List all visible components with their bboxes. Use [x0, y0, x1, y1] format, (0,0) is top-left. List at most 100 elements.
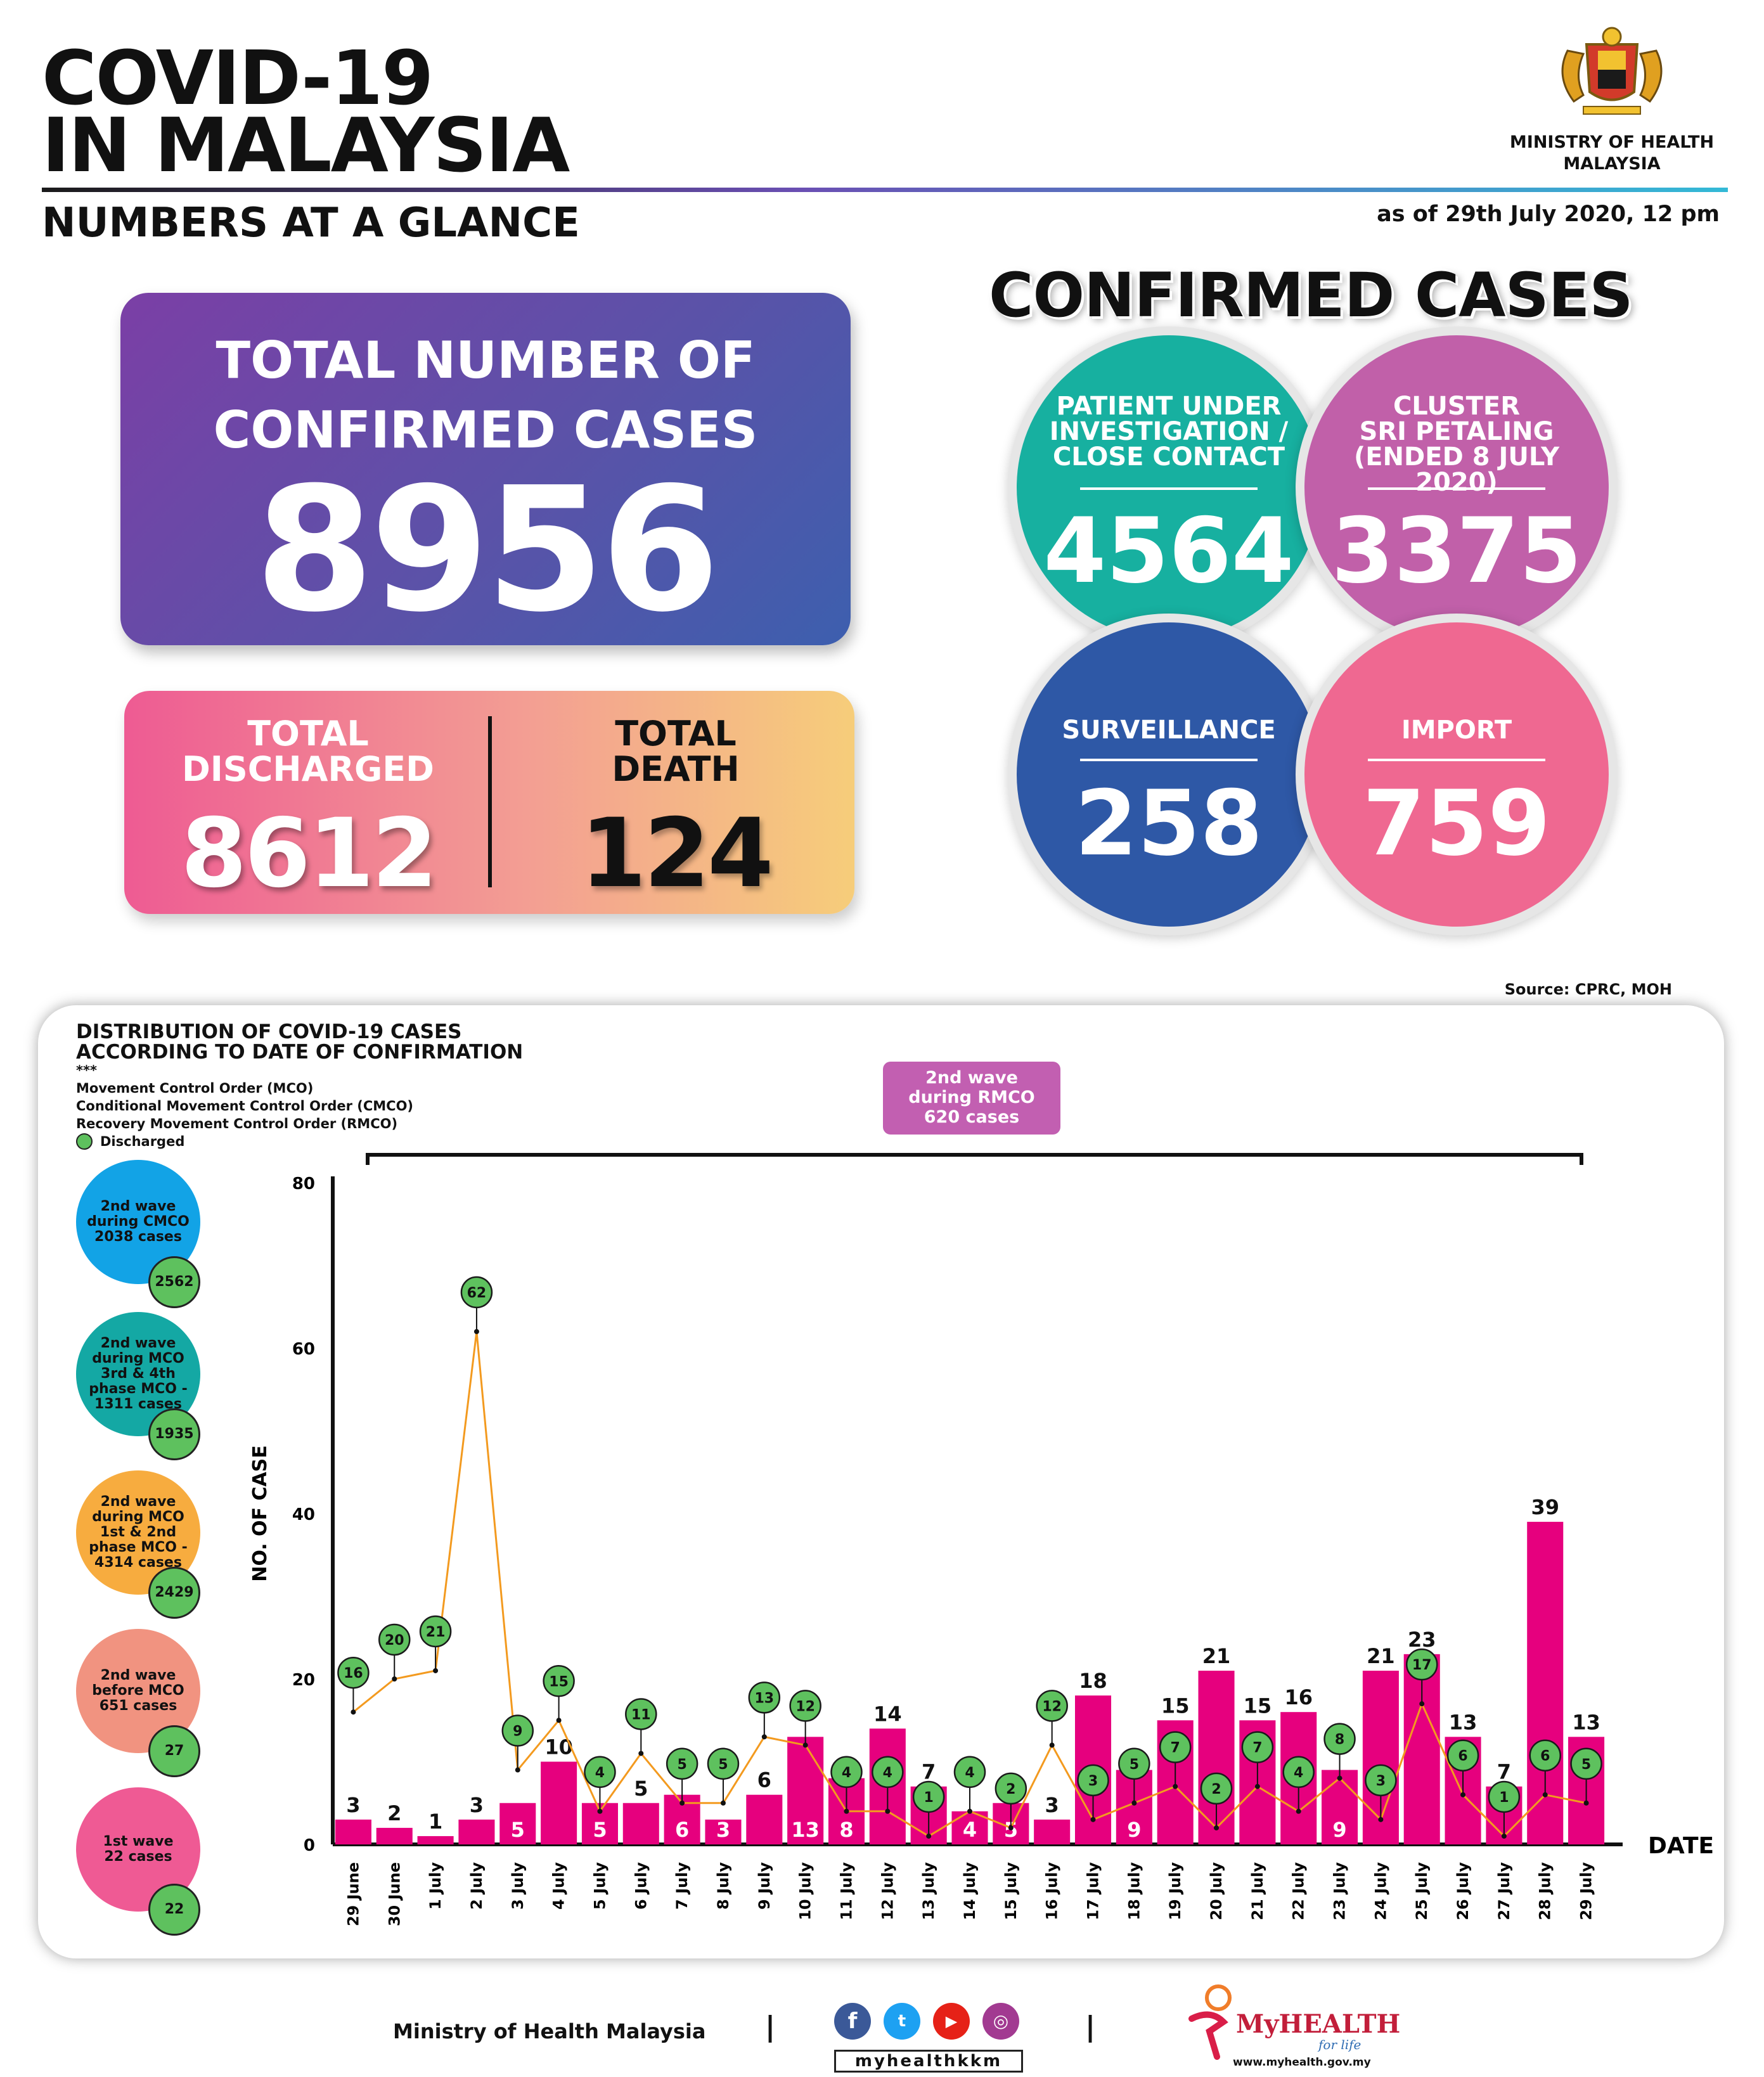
- x-tick-label: 11 July: [837, 1862, 855, 1920]
- total-confirmed-value: 8956: [255, 450, 719, 650]
- wave-label: phase MCO -: [89, 1540, 188, 1555]
- x-tick-label: 16 July: [1043, 1862, 1061, 1920]
- panel-title-1: DISTRIBUTION OF COVID-19 CASES: [76, 1020, 462, 1043]
- discharged-value-label: 5: [718, 1757, 728, 1773]
- twitter-icon[interactable]: t: [884, 2003, 920, 2040]
- import-label: IMPORT: [1401, 716, 1512, 745]
- bar-value-label: 5: [593, 1818, 607, 1842]
- youtube-icon[interactable]: ▶: [933, 2003, 970, 2040]
- discharged-marker: [748, 1682, 781, 1714]
- discharged-marker: [995, 1772, 1027, 1805]
- x-tick-label: 28 July: [1536, 1862, 1554, 1920]
- pui-label: PATIENT UNDER INVESTIGATION / CLOSE CONT…: [1029, 394, 1308, 470]
- page-title: COVID-19 IN MALAYSIA: [42, 41, 570, 183]
- footer-separator-2: |: [1085, 2010, 1096, 2043]
- bar: [746, 1794, 783, 1844]
- x-tick-label: 5 July: [591, 1862, 608, 1910]
- ministry-line-1: MINISTRY OF HEALTH: [1509, 132, 1715, 152]
- discharged-point: [1460, 1792, 1466, 1797]
- cluster-label-2: SRI PETALING: [1359, 417, 1554, 446]
- cluster-label: CLUSTER SRI PETALING (ENDED 8 JULY 2020): [1317, 394, 1596, 495]
- cluster-label-3: (ENDED 8 JULY 2020): [1353, 442, 1560, 497]
- x-tick-label: 4 July: [550, 1862, 568, 1910]
- discharged-value-label: 12: [795, 1699, 815, 1714]
- x-tick-label: 25 July: [1413, 1862, 1431, 1920]
- ministry-name: MINISTRY OF HEALTH MALAYSIA: [1504, 132, 1720, 175]
- discharged-label-1: TOTAL: [247, 714, 369, 754]
- bar: [335, 1819, 371, 1844]
- discharged-point: [515, 1767, 520, 1773]
- bar-value-label: 18: [1079, 1669, 1107, 1693]
- x-tick-label: 21 July: [1249, 1862, 1266, 1920]
- x-tick-label: 27 July: [1495, 1862, 1513, 1920]
- discharged-point: [1337, 1775, 1342, 1781]
- footer-separator-1: |: [765, 2010, 776, 2043]
- confirmed-cases-heading: CONFIRMED CASES: [989, 260, 1633, 331]
- wave-label: 2nd wave: [100, 1494, 176, 1510]
- rmco-line-1: 2nd wave: [925, 1068, 1018, 1088]
- total-confirmed-label-2: CONFIRMED CASES: [213, 401, 758, 460]
- discharged-value-label: 6: [1458, 1749, 1467, 1765]
- x-tick-label: 10 July: [797, 1862, 814, 1920]
- wave-label: 2nd wave: [100, 1668, 176, 1683]
- discharged-marker: [666, 1747, 699, 1780]
- wave-label: 2nd wave: [100, 1199, 176, 1214]
- bar-value-label: 3: [470, 1793, 484, 1817]
- legend-stars: ***: [76, 1063, 97, 1078]
- surveillance-value: 258: [1074, 771, 1263, 876]
- discharged-point: [1090, 1817, 1096, 1822]
- discharged-value-label: 11: [631, 1707, 651, 1723]
- discharged-death-card: TOTAL DISCHARGED 8612 TOTAL DEATH 124: [124, 691, 854, 914]
- wave-label: 22 cases: [104, 1849, 172, 1865]
- import-divider: [1368, 759, 1545, 761]
- discharged-marker: [1118, 1747, 1150, 1780]
- discharged-value: 8612: [181, 799, 437, 909]
- bar-value-label: 5: [634, 1777, 648, 1801]
- rmco-line-2: during RMCO: [908, 1088, 1035, 1107]
- discharged-marker: [419, 1615, 452, 1648]
- y-tick-label: 60: [292, 1340, 315, 1359]
- x-tick-label: 17 July: [1085, 1862, 1102, 1920]
- discharged-value-label: 15: [549, 1674, 569, 1690]
- death-value: 124: [580, 799, 773, 909]
- wave-circle: 2nd wave during CMCO 2038 cases: [76, 1160, 200, 1284]
- x-tick-label: 12 July: [879, 1862, 896, 1920]
- facebook-icon[interactable]: f: [834, 2003, 871, 2040]
- discharged-marker: [1159, 1731, 1192, 1763]
- discharged-value-label: 6: [1540, 1749, 1550, 1765]
- discharged-point: [1214, 1825, 1220, 1830]
- discharged-point: [1131, 1800, 1137, 1806]
- discharged-marker: [501, 1714, 534, 1747]
- bar-value-label: 16: [1284, 1685, 1313, 1709]
- x-tick-label: 20 July: [1207, 1862, 1225, 1920]
- discharged-marker: [1200, 1772, 1233, 1805]
- bar-value-label: 15: [1161, 1694, 1190, 1718]
- y-axis-label: NO. OF CASE: [249, 1445, 271, 1582]
- x-tick-label: 29 June: [344, 1862, 362, 1926]
- total-confirmed-label: TOTAL NUMBER OF CONFIRMED CASES: [120, 326, 851, 465]
- bar-value-label: 3: [1045, 1793, 1059, 1817]
- wave-label: before MCO: [92, 1683, 184, 1699]
- discharged-value-label: 4: [595, 1765, 605, 1781]
- bar-value-label: 6: [675, 1818, 689, 1842]
- myhealth-figure-icon: [1188, 1984, 1232, 2060]
- y-tick-label: 0: [304, 1836, 315, 1855]
- total-confirmed-label-1: TOTAL NUMBER OF: [216, 331, 756, 390]
- x-tick-label: 1 July: [427, 1862, 444, 1910]
- wave-label: 651 cases: [99, 1698, 177, 1714]
- bar: [705, 1819, 742, 1844]
- discharged-point: [679, 1800, 685, 1806]
- x-tick-label: 26 July: [1454, 1862, 1472, 1920]
- wave-label: 2038 cases: [94, 1229, 182, 1245]
- discharged-value-label: 62: [467, 1285, 487, 1301]
- instagram-icon[interactable]: ◎: [982, 2003, 1019, 2040]
- x-tick-label: 19 July: [1166, 1862, 1184, 1920]
- discharged-point: [761, 1734, 767, 1740]
- bar-value-label: 23: [1408, 1628, 1436, 1652]
- bar-value-label: 21: [1202, 1644, 1231, 1668]
- cluster-divider: [1368, 487, 1545, 490]
- x-tick-label: 30 June: [385, 1862, 403, 1926]
- bar-value-label: 9: [1332, 1818, 1346, 1842]
- bar-value-label: 14: [873, 1702, 902, 1726]
